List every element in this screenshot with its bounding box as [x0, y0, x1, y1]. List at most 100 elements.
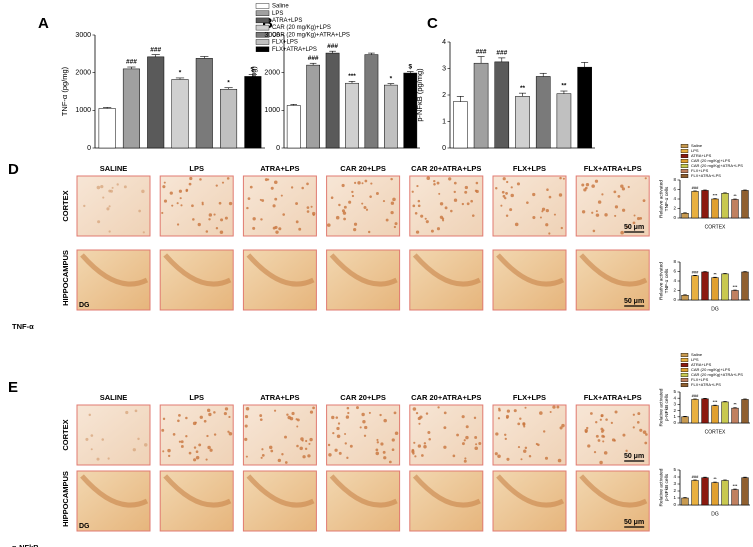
micrograph — [242, 404, 317, 466]
legend-swatch — [255, 17, 270, 24]
micrograph — [159, 175, 234, 237]
cell — [393, 225, 397, 229]
cell — [195, 455, 200, 460]
cell — [645, 433, 648, 436]
cell — [176, 223, 180, 226]
bar — [98, 108, 116, 149]
legend-swatch — [680, 174, 689, 178]
cell — [412, 204, 416, 208]
dentate-band — [496, 253, 565, 287]
cell — [639, 217, 643, 220]
cell — [301, 186, 304, 190]
cell — [195, 450, 199, 454]
cell — [636, 217, 641, 221]
bar — [721, 273, 729, 301]
micrograph — [492, 175, 567, 237]
cell — [344, 442, 347, 445]
cell — [185, 189, 188, 193]
legend-label: CAR (20 mg/Kg)+LPS — [691, 367, 731, 372]
cell — [347, 411, 350, 415]
cell — [585, 183, 590, 187]
cell — [343, 205, 347, 209]
dentate-band — [579, 253, 648, 287]
panel-letter: B — [262, 15, 273, 32]
cell — [206, 408, 211, 413]
cell — [418, 422, 421, 425]
cell — [201, 203, 204, 206]
cell — [442, 219, 445, 222]
cell — [123, 185, 127, 189]
cell — [328, 453, 332, 457]
legend-label: FLX+ATRA+LPS — [691, 173, 721, 178]
cell — [137, 437, 140, 441]
cell — [224, 216, 228, 220]
cell — [391, 448, 395, 452]
legend-swatch — [680, 353, 689, 357]
cell — [291, 411, 295, 416]
legend-label: Saline — [691, 352, 703, 357]
cell — [348, 200, 352, 204]
cell — [215, 226, 219, 230]
bar — [325, 52, 340, 149]
y-tick-label: 3 — [673, 481, 676, 486]
significance-label: ### — [692, 474, 699, 479]
cell — [382, 200, 386, 203]
bar — [453, 101, 468, 149]
region-label: DG — [79, 523, 90, 530]
cell — [522, 422, 526, 426]
bar — [691, 399, 699, 424]
cell — [310, 205, 313, 208]
cell — [423, 445, 427, 449]
legend-label: CAR (20 mg/Kg)+ATRA+LPS — [691, 372, 743, 377]
cell — [412, 407, 417, 411]
cell — [549, 411, 552, 414]
cell — [375, 192, 379, 195]
cell — [625, 449, 628, 453]
cell — [505, 192, 508, 195]
cell — [167, 448, 171, 453]
cell — [309, 410, 314, 414]
cell — [413, 441, 416, 444]
cell — [539, 216, 542, 219]
cell — [249, 185, 253, 189]
cell — [246, 206, 249, 210]
y-tick-label: 4 — [673, 395, 676, 400]
legend-swatch — [680, 159, 689, 163]
cell — [548, 232, 551, 235]
cell — [595, 420, 598, 424]
bar — [701, 271, 709, 301]
cell — [461, 442, 465, 446]
cell — [621, 187, 626, 191]
cell — [559, 426, 563, 430]
cell — [497, 454, 501, 459]
cell — [269, 445, 273, 450]
bar — [364, 54, 379, 149]
cell — [286, 413, 289, 416]
column-label: CAR 20+LPS — [340, 393, 386, 402]
cell — [327, 443, 331, 447]
column-label: ATRA+LPS — [260, 393, 299, 402]
cell — [379, 413, 382, 417]
cell — [590, 412, 593, 415]
bar — [535, 76, 551, 149]
cell — [417, 204, 421, 208]
cell — [161, 211, 164, 215]
cell — [282, 213, 286, 216]
cell — [436, 227, 441, 231]
dentate-band — [80, 253, 149, 287]
cell — [541, 210, 544, 213]
cell — [420, 214, 424, 218]
cell — [393, 411, 397, 415]
cell — [471, 214, 475, 217]
cell — [559, 176, 562, 180]
y-tick-label: 1 — [673, 414, 676, 419]
row-label: HIPPOCAMPUS — [61, 471, 70, 527]
micrograph — [409, 404, 484, 466]
cell — [201, 201, 204, 204]
cell — [213, 411, 216, 414]
cell — [614, 214, 617, 217]
cell — [601, 193, 604, 196]
legend-swatch — [255, 32, 270, 38]
bar — [171, 79, 189, 149]
cell — [528, 455, 532, 458]
